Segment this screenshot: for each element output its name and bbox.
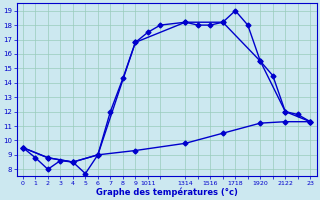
X-axis label: Graphe des températures (°c): Graphe des températures (°c) bbox=[96, 187, 237, 197]
